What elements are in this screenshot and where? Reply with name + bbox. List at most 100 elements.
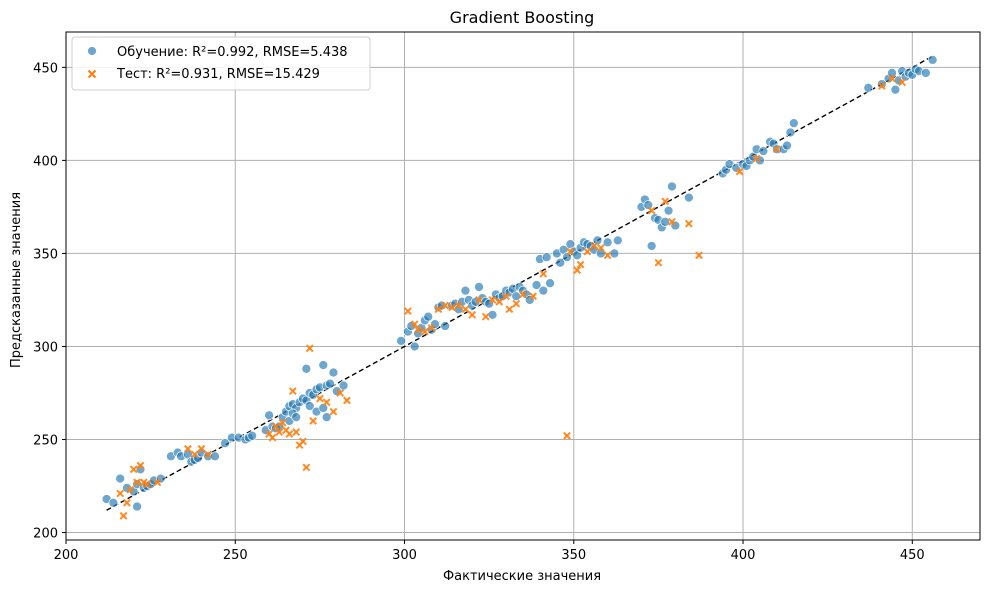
y-tick-label: 300 (33, 340, 58, 355)
test-point (414, 325, 422, 334)
test-point (772, 145, 781, 154)
train-point (301, 363, 312, 374)
y-tick-label: 450 (33, 61, 58, 76)
train-point (115, 473, 126, 484)
test-point (292, 428, 301, 436)
train-point (660, 216, 671, 227)
test-point (288, 387, 297, 396)
test-point (735, 167, 744, 176)
train-point (782, 140, 792, 151)
train-point (538, 285, 549, 296)
test-point (888, 74, 896, 83)
legend-train-label: Обучение: R²=0.992, RMSE=5.438 (117, 45, 348, 60)
test-point (278, 418, 287, 427)
train-point (220, 438, 230, 449)
test-point (123, 498, 131, 507)
test-point (661, 197, 670, 206)
test-point (519, 290, 527, 299)
test-point (752, 154, 761, 163)
train-point (545, 278, 555, 289)
plot-frame (65, 31, 981, 541)
train-point (785, 127, 796, 138)
test-point (434, 305, 443, 314)
train-point (555, 257, 566, 268)
legend-test-marker (87, 69, 97, 79)
test-point (603, 251, 612, 260)
test-point (668, 217, 676, 226)
test-point (302, 463, 311, 472)
train-point (210, 451, 220, 462)
test-point (495, 297, 504, 306)
legend-test-label: Тест: R²=0.931, RMSE=15.429 (116, 67, 320, 82)
test-point (647, 206, 656, 215)
test-point (454, 301, 463, 310)
train-point (325, 378, 335, 389)
test-point (329, 407, 338, 416)
train-point (876, 79, 887, 89)
y-axis-ticks: 200 250 300 350 400 450 (33, 61, 66, 542)
test-point (336, 389, 345, 397)
train-point (646, 241, 657, 251)
test-point (309, 417, 318, 425)
chart-title: Gradient Boosting (450, 8, 595, 27)
train-point (338, 380, 349, 391)
train-point (440, 321, 450, 331)
legend: Обучение: R²=0.992, RMSE=5.438 Тест: R²=… (71, 36, 371, 91)
train-point (541, 252, 552, 263)
y-tick-label: 400 (33, 154, 58, 169)
test-point (502, 292, 510, 301)
train-point (247, 430, 258, 441)
legend-train-marker (87, 46, 97, 56)
test-point (441, 301, 450, 310)
test-point (183, 444, 192, 453)
test-point (190, 450, 199, 459)
x-tick-label: 200 (54, 548, 79, 563)
train-point (423, 311, 434, 322)
train-point (474, 282, 484, 292)
test-point (322, 398, 331, 407)
test-point (305, 344, 314, 353)
train-point (663, 205, 674, 216)
x-axis-label: Фактические значения (443, 569, 601, 584)
x-tick-label: 400 (731, 548, 756, 563)
train-point (684, 192, 694, 203)
test-point (403, 307, 412, 316)
y-axis-label: Предсказанные значения (9, 192, 24, 368)
test-point (427, 323, 436, 332)
test-point (275, 428, 284, 436)
train-point (264, 410, 274, 421)
train-point (409, 341, 420, 352)
train-point (291, 412, 302, 423)
train-point (132, 501, 142, 512)
train-point (927, 55, 938, 65)
test-point (512, 299, 521, 308)
grid-lines (65, 32, 980, 540)
x-axis-ticks: 200 250 300 350 400 450 (54, 540, 925, 563)
x-tick-label: 350 (561, 548, 586, 563)
test-point (505, 305, 514, 314)
test-point (654, 258, 663, 267)
test-point (488, 296, 497, 304)
test-point (468, 310, 477, 319)
test-point (299, 437, 307, 446)
test-point (271, 422, 280, 431)
test-point (343, 396, 351, 405)
test-point (461, 305, 470, 314)
test-point (420, 327, 429, 336)
y-tick-label: 250 (33, 434, 58, 449)
test-point (684, 219, 693, 228)
train-point (758, 146, 769, 156)
train-point (612, 235, 623, 246)
test-point (153, 478, 162, 487)
train-point (788, 118, 799, 129)
train-point (609, 248, 620, 259)
test-point (268, 433, 277, 442)
test-point (590, 242, 598, 250)
test-point (475, 296, 483, 304)
test-point (136, 461, 145, 470)
x-tick-label: 250 (223, 548, 248, 563)
train-point (318, 403, 329, 413)
test-point (573, 266, 582, 275)
test-series (116, 74, 907, 520)
